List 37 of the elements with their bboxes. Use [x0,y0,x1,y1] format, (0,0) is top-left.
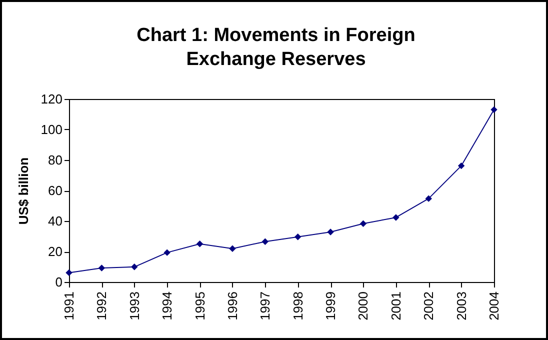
point [262,238,269,245]
x-tick-label: 1995 [192,292,208,320]
y-tick-label: 120 [40,92,62,106]
point [164,249,170,256]
y-tick-label: 40 [48,214,62,228]
point [66,269,72,276]
x-tick-label: 1994 [160,292,175,320]
point [392,214,400,221]
point [98,264,106,272]
x-tick-label: 1998 [290,292,306,320]
x-tick-label: 2003 [454,292,469,320]
point [425,195,432,202]
x-tick-label: 1992 [94,292,110,320]
y-tick-label: 20 [48,244,62,259]
x-tick-label: 1991 [62,292,76,320]
point [196,240,204,248]
x-tick-label: 1997 [258,292,273,320]
point [327,228,334,236]
point [229,245,236,252]
y-tick-label: 0 [55,274,62,290]
x-tick-label: 2001 [388,292,404,320]
point [458,162,465,170]
chart-title: Chart 1: Movements in Foreign Exchange Reserves [136,24,416,72]
x-tick-label: 2004 [486,292,502,320]
x-tick-label: 1993 [126,292,142,320]
x-tick-label: 1996 [224,292,240,320]
point [490,106,498,114]
y-tick-label: 100 [40,122,62,137]
x-tick-label: 2000 [356,292,371,320]
y-axis-title: US$ billion [16,157,31,225]
y-tick-label: 60 [48,183,62,198]
y-tick-label: 80 [48,152,62,168]
x-tick-label: 1999 [323,292,338,320]
x-tick-label: 2002 [421,292,436,320]
point [294,234,302,240]
point [131,264,138,270]
point [360,220,367,227]
